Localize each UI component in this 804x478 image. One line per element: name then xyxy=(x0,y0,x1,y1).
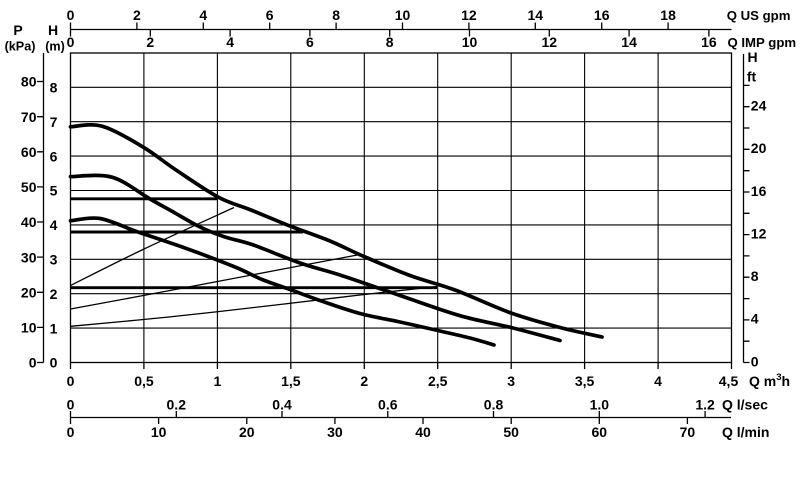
svg-text:50: 50 xyxy=(21,179,37,195)
svg-text:70: 70 xyxy=(680,424,696,440)
svg-text:Q US gpm: Q US gpm xyxy=(727,8,791,23)
svg-text:3,5: 3,5 xyxy=(575,373,595,389)
svg-text:1: 1 xyxy=(213,373,221,389)
svg-text:30: 30 xyxy=(327,424,343,440)
svg-text:8: 8 xyxy=(332,7,340,23)
svg-text:18: 18 xyxy=(660,7,676,23)
svg-text:0.6: 0.6 xyxy=(378,396,398,412)
svg-text:1: 1 xyxy=(50,320,58,336)
svg-text:14: 14 xyxy=(528,7,544,23)
svg-text:0: 0 xyxy=(67,7,75,23)
svg-text:8: 8 xyxy=(386,34,394,50)
svg-text:6: 6 xyxy=(50,148,58,164)
svg-text:0: 0 xyxy=(67,396,75,412)
svg-text:4: 4 xyxy=(199,7,207,23)
svg-text:20: 20 xyxy=(239,424,255,440)
svg-text:(m): (m) xyxy=(45,39,65,53)
svg-text:0: 0 xyxy=(751,353,759,369)
svg-text:1.2: 1.2 xyxy=(695,396,715,412)
svg-text:H: H xyxy=(48,22,58,38)
svg-text:30: 30 xyxy=(21,249,37,265)
svg-text:1.0: 1.0 xyxy=(590,396,610,412)
svg-text:4: 4 xyxy=(50,217,58,233)
svg-text:10: 10 xyxy=(151,424,167,440)
svg-text:4: 4 xyxy=(226,34,234,50)
svg-text:16: 16 xyxy=(594,7,610,23)
svg-text:24: 24 xyxy=(751,98,767,114)
svg-text:60: 60 xyxy=(592,424,608,440)
svg-text:0.4: 0.4 xyxy=(272,396,292,412)
svg-text:3: 3 xyxy=(50,252,58,268)
svg-text:50: 50 xyxy=(503,424,519,440)
svg-text:12: 12 xyxy=(542,34,558,50)
svg-text:2: 2 xyxy=(133,7,141,23)
svg-text:Q l/sec: Q l/sec xyxy=(722,396,768,412)
svg-text:10: 10 xyxy=(462,34,478,50)
svg-text:2,5: 2,5 xyxy=(428,373,448,389)
svg-text:2: 2 xyxy=(146,34,154,50)
svg-text:0: 0 xyxy=(50,355,58,371)
svg-text:0.2: 0.2 xyxy=(167,396,187,412)
svg-text:8: 8 xyxy=(50,80,58,96)
svg-text:0: 0 xyxy=(29,355,37,371)
svg-text:6: 6 xyxy=(266,7,274,23)
svg-text:7: 7 xyxy=(50,114,58,130)
svg-text:6: 6 xyxy=(306,34,314,50)
svg-text:ft: ft xyxy=(747,69,757,85)
svg-text:0: 0 xyxy=(67,373,75,389)
svg-text:P: P xyxy=(13,22,22,38)
svg-text:H: H xyxy=(747,49,757,65)
svg-text:4: 4 xyxy=(654,373,662,389)
svg-text:0: 0 xyxy=(67,424,75,440)
svg-text:1,5: 1,5 xyxy=(281,373,301,389)
svg-text:(kPa): (kPa) xyxy=(5,39,36,53)
svg-text:16: 16 xyxy=(701,34,717,50)
svg-text:10: 10 xyxy=(395,7,411,23)
svg-text:70: 70 xyxy=(21,109,37,125)
svg-text:Q m3h: Q m3h xyxy=(749,372,790,389)
svg-text:3: 3 xyxy=(507,373,515,389)
svg-text:40: 40 xyxy=(415,424,431,440)
svg-text:2: 2 xyxy=(50,286,58,302)
svg-text:2: 2 xyxy=(360,373,368,389)
svg-text:0.8: 0.8 xyxy=(484,396,504,412)
svg-text:10: 10 xyxy=(21,320,37,336)
svg-text:40: 40 xyxy=(21,214,37,230)
svg-text:4: 4 xyxy=(751,311,759,327)
svg-text:0,5: 0,5 xyxy=(134,373,154,389)
svg-text:60: 60 xyxy=(21,144,37,160)
svg-text:Q IMP gpm: Q IMP gpm xyxy=(727,35,796,50)
svg-text:16: 16 xyxy=(751,183,767,199)
svg-text:14: 14 xyxy=(621,34,637,50)
svg-text:8: 8 xyxy=(751,268,759,284)
svg-text:Q l/min: Q l/min xyxy=(722,424,769,440)
svg-text:0: 0 xyxy=(67,34,75,50)
svg-text:4,5: 4,5 xyxy=(719,373,739,389)
svg-text:80: 80 xyxy=(21,74,37,90)
svg-text:5: 5 xyxy=(50,183,58,199)
svg-text:12: 12 xyxy=(751,225,767,241)
svg-text:20: 20 xyxy=(21,284,37,300)
svg-text:12: 12 xyxy=(461,7,477,23)
svg-text:20: 20 xyxy=(751,140,767,156)
